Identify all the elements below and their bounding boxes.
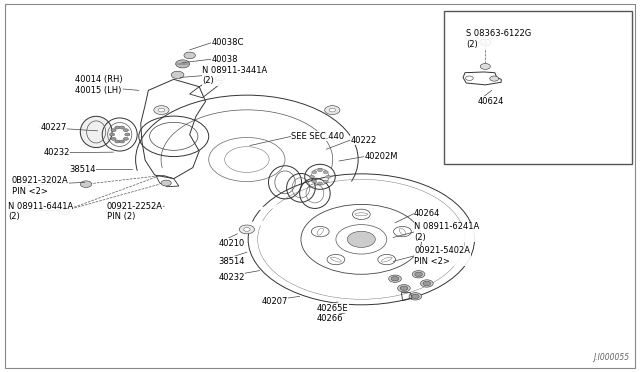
Circle shape <box>216 76 225 81</box>
Text: 40264: 40264 <box>414 209 440 218</box>
Text: S: S <box>484 40 487 45</box>
Circle shape <box>120 140 125 143</box>
Circle shape <box>115 126 120 129</box>
Circle shape <box>207 78 216 83</box>
Circle shape <box>490 76 499 81</box>
Circle shape <box>312 180 317 183</box>
Text: N 08911-6441A
(2): N 08911-6441A (2) <box>8 202 74 221</box>
Circle shape <box>317 169 323 171</box>
Circle shape <box>154 106 169 115</box>
Circle shape <box>310 175 314 178</box>
Text: 38514: 38514 <box>218 257 244 266</box>
Text: N 08911-3441A
(2): N 08911-3441A (2) <box>202 66 268 85</box>
Circle shape <box>125 133 130 136</box>
Circle shape <box>175 60 189 68</box>
Circle shape <box>397 285 410 292</box>
Circle shape <box>480 64 490 70</box>
Circle shape <box>184 52 195 59</box>
Circle shape <box>312 171 317 174</box>
Text: 40227: 40227 <box>40 123 67 132</box>
Text: 40202M: 40202M <box>365 152 398 161</box>
Circle shape <box>326 175 330 178</box>
Circle shape <box>109 133 115 136</box>
Text: 40210: 40210 <box>218 238 244 247</box>
Text: 40038C: 40038C <box>212 38 244 47</box>
Text: 40624: 40624 <box>477 97 504 106</box>
Circle shape <box>394 227 412 237</box>
Circle shape <box>391 276 399 281</box>
Bar <box>444 11 632 164</box>
Text: 40232: 40232 <box>218 273 244 282</box>
Circle shape <box>348 231 375 247</box>
Circle shape <box>400 286 408 291</box>
Circle shape <box>111 137 116 140</box>
Circle shape <box>115 140 120 143</box>
Circle shape <box>409 293 422 300</box>
Circle shape <box>415 272 422 276</box>
Circle shape <box>244 228 250 231</box>
Text: 00921-2252A
PIN (2): 00921-2252A PIN (2) <box>107 202 163 221</box>
Circle shape <box>353 209 370 219</box>
Circle shape <box>388 275 401 282</box>
Text: 40265E: 40265E <box>317 304 348 312</box>
Text: S 08363-6122G
(2): S 08363-6122G (2) <box>467 29 531 49</box>
Circle shape <box>120 126 125 129</box>
Text: 00921-5402A
PIN <2>: 00921-5402A PIN <2> <box>414 246 470 266</box>
Circle shape <box>124 137 129 140</box>
Circle shape <box>158 108 164 112</box>
Text: N 08911-6241A
(2): N 08911-6241A (2) <box>414 222 479 242</box>
Circle shape <box>317 182 323 185</box>
Text: 0B921-3202A
PIN <2>: 0B921-3202A PIN <2> <box>12 176 68 196</box>
Text: 38514: 38514 <box>69 165 95 174</box>
Text: SEE SEC.440: SEE SEC.440 <box>291 132 344 141</box>
Circle shape <box>311 227 329 237</box>
Circle shape <box>172 71 184 78</box>
Text: J.I000055: J.I000055 <box>593 353 630 362</box>
Text: 40014 (RH)
40015 (LH): 40014 (RH) 40015 (LH) <box>76 75 123 94</box>
Circle shape <box>327 254 345 265</box>
Circle shape <box>58 207 70 215</box>
Circle shape <box>423 281 431 286</box>
Text: 40207: 40207 <box>262 297 288 307</box>
Circle shape <box>124 129 129 132</box>
Ellipse shape <box>80 116 112 148</box>
Circle shape <box>323 180 328 183</box>
Circle shape <box>412 270 425 278</box>
Circle shape <box>420 280 433 287</box>
Circle shape <box>111 129 116 132</box>
Circle shape <box>80 181 92 187</box>
Text: 40038: 40038 <box>212 55 239 64</box>
Circle shape <box>161 180 172 186</box>
Circle shape <box>378 254 396 265</box>
Circle shape <box>412 294 419 299</box>
Circle shape <box>329 108 335 112</box>
Circle shape <box>239 225 255 234</box>
Text: 40232: 40232 <box>44 148 70 157</box>
Text: 40266: 40266 <box>317 314 343 323</box>
Circle shape <box>324 106 340 115</box>
Circle shape <box>323 171 328 174</box>
Text: 40222: 40222 <box>351 135 377 144</box>
